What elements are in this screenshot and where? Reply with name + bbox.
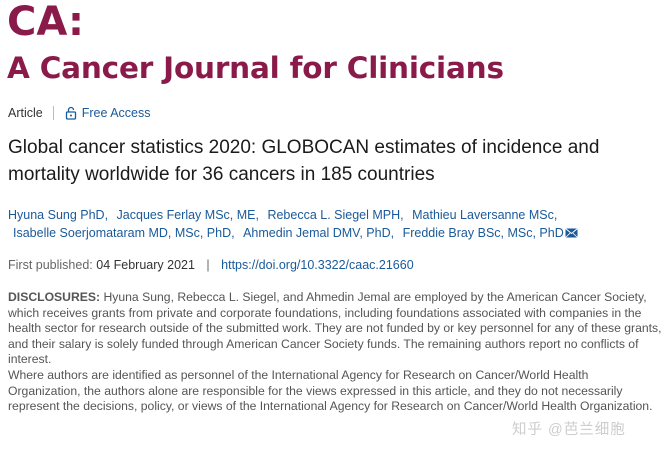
corresponding-author: Freddie Bray BSc, MSc, PhD (403, 226, 578, 240)
watermark-text: 知乎 @芭兰细胞 (512, 422, 626, 438)
envelope-icon[interactable] (564, 225, 578, 238)
article-type-label: Article (8, 106, 43, 120)
author-link[interactable]: Mathieu Laversanne MSc, (412, 208, 558, 222)
author-link[interactable]: Hyuna Sung PhD, (8, 208, 109, 222)
published-date: 04 February 2021 (96, 258, 195, 272)
journal-full-name[interactable]: A Cancer Journal for Clinicians (7, 51, 504, 85)
author-link[interactable]: Jacques Ferlay MSc, ME, (116, 208, 259, 222)
author-link[interactable]: Isabelle Soerjomataram MD, MSc, PhD, (13, 226, 235, 240)
free-access-label: Free Access (81, 106, 151, 120)
author-link[interactable]: Ahmedin Jemal DMV, PhD, (243, 226, 395, 240)
article-title: Global cancer statistics 2020: GLOBOCAN … (8, 137, 600, 185)
publication-info: First published: 04 February 2021 | http… (8, 257, 414, 273)
author-link[interactable]: Freddie Bray BSc, MSc, PhD (402, 226, 564, 240)
lock-open-icon (64, 106, 78, 120)
disclosures-section: DISCLOSURES: Hyuna Sung, Rebecca L. Sieg… (8, 290, 662, 415)
disclosures-paragraph: DISCLOSURES: Hyuna Sung, Rebecca L. Sieg… (8, 290, 662, 368)
author-link[interactable]: Rebecca L. Siegel MPH, (267, 208, 404, 222)
disclosures-label: DISCLOSURES: (8, 290, 101, 304)
disclosures-paragraph-2: Where authors are identified as personne… (8, 367, 653, 414)
article-meta-row: Article Free Access (8, 104, 151, 122)
journal-short-name[interactable]: CA: (7, 0, 85, 45)
pub-separator: | (206, 258, 210, 272)
author-list: Hyuna Sung PhD, Jacques Ferlay MSc, ME, … (8, 206, 658, 242)
published-label: First published: (8, 258, 93, 272)
doi-link[interactable]: https://doi.org/10.3322/caac.21660 (221, 258, 414, 272)
disclosures-text: Hyuna Sung, Rebecca L. Siegel, and Ahmed… (8, 290, 662, 367)
meta-divider (52, 106, 54, 120)
